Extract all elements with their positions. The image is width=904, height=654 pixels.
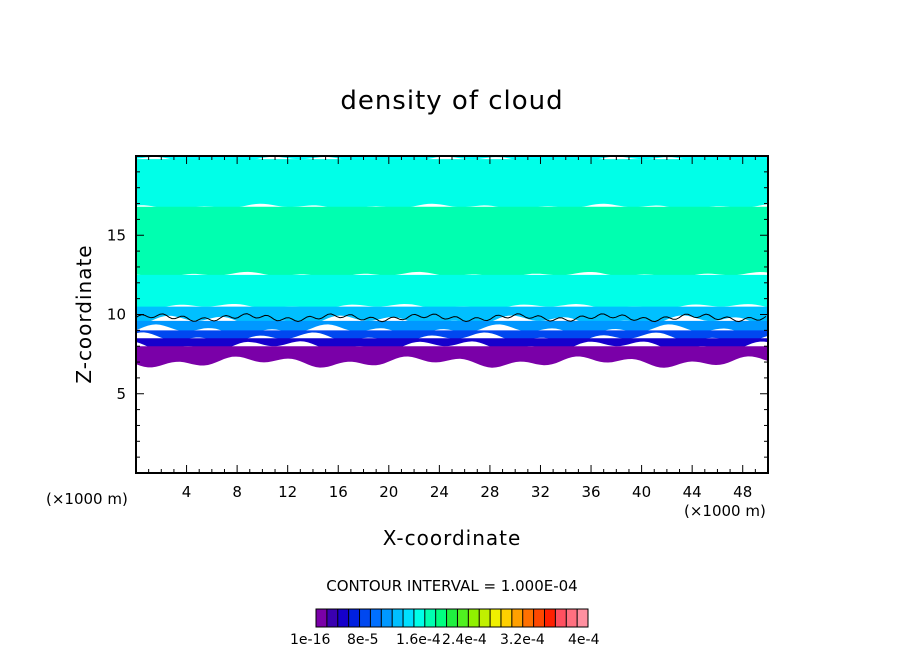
- colorbar-swatch: [435, 609, 448, 627]
- colorbar-swatch: [446, 609, 458, 627]
- x-tick-label: 12: [278, 483, 297, 501]
- contour-fills: [136, 156, 768, 368]
- colorbar-swatch: [381, 609, 393, 627]
- y-tick-label: 10: [107, 306, 126, 324]
- colorbar-swatch: [468, 609, 480, 627]
- chart-title: density of cloud: [340, 86, 564, 116]
- x-tick-label: 20: [379, 483, 398, 501]
- contour-band: [136, 156, 768, 162]
- x-tick-label: 8: [232, 483, 242, 501]
- colorbar-swatch: [490, 609, 502, 627]
- colorbar-swatch: [424, 609, 437, 627]
- colorbar-swatch: [337, 609, 350, 627]
- colorbar-swatch: [577, 609, 589, 627]
- colorbar-swatch: [566, 609, 578, 627]
- colorbar-frame: [315, 608, 589, 628]
- x-tick-label: 16: [329, 483, 348, 501]
- colorbar-label: 1e-16: [290, 632, 331, 648]
- contour-band: [136, 159, 768, 210]
- y-axis-label: Z-coordinate: [72, 244, 96, 384]
- x-axis-label: X-coordinate: [382, 526, 522, 550]
- x-unit-right: (×1000 m): [684, 502, 766, 520]
- contour-band: [136, 274, 768, 310]
- colorbar-swatch: [413, 609, 426, 627]
- colorbar-swatch: [359, 609, 371, 627]
- x-unit-left: (×1000 m): [46, 490, 128, 508]
- colorbar: [315, 608, 589, 628]
- colorbar-swatch: [316, 609, 328, 627]
- colorbar-swatch: [511, 609, 524, 627]
- colorbar-swatch: [522, 609, 535, 627]
- x-tick-label: 48: [733, 483, 752, 501]
- y-tick-label: 5: [116, 385, 126, 403]
- colorbar-swatch: [533, 609, 545, 627]
- x-tick-label: 32: [531, 483, 550, 501]
- colorbar-swatch: [348, 609, 361, 627]
- x-tick-label: 24: [430, 483, 449, 501]
- contour-band: [136, 206, 768, 278]
- contour-interval-text: CONTOUR INTERVAL = 1.000E-04: [326, 577, 578, 595]
- colorbar-swatch: [403, 609, 415, 627]
- x-tick-label: 44: [683, 483, 702, 501]
- contour-line: [135, 313, 767, 323]
- colorbar-label: 8e-5: [347, 632, 379, 648]
- colorbar-swatch: [555, 609, 567, 627]
- colorbar-swatch: [544, 609, 556, 627]
- x-tick-label: 28: [480, 483, 499, 501]
- colorbar-swatch: [457, 609, 469, 627]
- colorbar-label: 2.4e-4: [442, 632, 487, 648]
- x-tick-label: 40: [632, 483, 651, 501]
- y-tick-label: 15: [107, 226, 126, 244]
- colorbar-label: 4e-4: [568, 632, 600, 648]
- x-tick-label: 36: [581, 483, 600, 501]
- colorbar-swatch: [500, 609, 513, 627]
- colorbar-swatch: [326, 609, 339, 627]
- colorbar-swatch: [370, 609, 382, 627]
- contour-band: [136, 338, 768, 352]
- colorbar-swatch: [479, 609, 491, 627]
- x-tick-label: 4: [182, 483, 192, 501]
- contour-band: [136, 346, 768, 368]
- colorbar-swatch: [392, 609, 404, 627]
- colorbar-label: 3.2e-4: [500, 632, 545, 648]
- contour-band: [136, 330, 768, 345]
- colorbar-label: 1.6e-4: [396, 632, 441, 648]
